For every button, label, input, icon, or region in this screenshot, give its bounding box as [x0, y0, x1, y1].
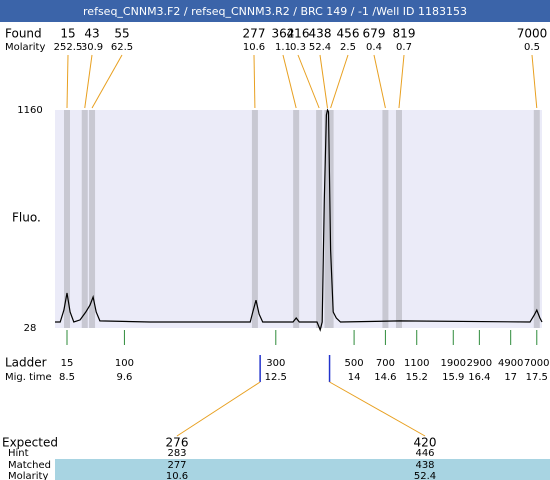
- peak-band: [89, 110, 96, 328]
- mig-time-label: Mig. time: [5, 372, 52, 383]
- peak-connector: [297, 54, 320, 109]
- peak-connector: [330, 54, 349, 109]
- peak-connector: [91, 54, 123, 109]
- ladder-time: 14.6: [374, 372, 396, 383]
- expected-expected: 420: [414, 436, 437, 450]
- ladder-time: 15.2: [406, 372, 428, 383]
- y-label: Fluo.: [12, 211, 41, 225]
- ladder-size: 15: [61, 358, 74, 369]
- found-molarity: 2.5: [340, 42, 356, 53]
- found-size: 819: [393, 27, 416, 41]
- ladder-time: 14: [348, 372, 361, 383]
- expected-matched: 438: [415, 460, 434, 471]
- ladder-size: 2900: [467, 358, 492, 369]
- found-size: 679: [363, 27, 386, 41]
- peak-band: [533, 110, 540, 328]
- row-label: Matched: [8, 460, 51, 471]
- found-size: 362: [272, 27, 295, 41]
- matched-band: [55, 459, 550, 480]
- row-label: Expected: [2, 436, 58, 450]
- found-size: 55: [114, 27, 129, 41]
- expected-expected: 276: [166, 436, 189, 450]
- found-size: 43: [84, 27, 99, 41]
- ladder-size: 4900: [498, 358, 523, 369]
- peak-connector: [531, 54, 538, 109]
- header-bar: [0, 0, 550, 22]
- peak-band: [64, 110, 71, 328]
- peak-connector: [282, 54, 297, 109]
- ladder-label: Ladder: [5, 356, 47, 370]
- found-label: Found: [5, 27, 42, 41]
- expected-molarity: 52.4: [414, 471, 436, 480]
- found-molarity: 0.7: [396, 42, 412, 53]
- peak-connector: [253, 54, 256, 109]
- peak-band: [251, 110, 258, 328]
- ladder-size: 700: [376, 358, 395, 369]
- found-size: 456: [337, 27, 360, 41]
- expected-connector: [176, 381, 261, 437]
- expected-matched: 277: [167, 460, 186, 471]
- peak-band: [316, 110, 323, 328]
- found-molarity: 10.6: [243, 42, 265, 53]
- peak-band: [382, 110, 389, 328]
- peak-connector: [66, 54, 69, 109]
- found-molarity: 52.4: [309, 42, 331, 53]
- ladder-time: 9.6: [116, 372, 132, 383]
- peak-band: [293, 110, 300, 328]
- expected-connector: [329, 381, 426, 437]
- found-molarity: 0.3: [290, 42, 306, 53]
- ladder-time: 12.5: [265, 372, 287, 383]
- found-size: 15: [60, 27, 75, 41]
- peak-band: [81, 110, 88, 328]
- found-molarity: 1.1: [275, 42, 291, 53]
- row-label: Hint: [8, 448, 29, 459]
- expected-hint: 283: [167, 448, 186, 459]
- peak-connector: [398, 54, 405, 109]
- found-molarity: 62.5: [111, 42, 133, 53]
- y-tick-label: 1160: [17, 105, 42, 116]
- ladder-time: 8.5: [59, 372, 75, 383]
- peak-band: [324, 110, 331, 328]
- found-size: 438: [309, 27, 332, 41]
- expected-molarity: 10.6: [166, 471, 188, 480]
- found-size: 277: [243, 27, 266, 41]
- ladder-time: 16.4: [468, 372, 490, 383]
- found-size: 416: [287, 27, 310, 41]
- expected-hint: 446: [415, 448, 434, 459]
- found-molarity: 0.4: [366, 42, 382, 53]
- found-molarity: 252.5: [54, 42, 83, 53]
- peak-connector: [84, 54, 93, 109]
- ladder-time: 17: [504, 372, 517, 383]
- ladder-size: 1900: [441, 358, 466, 369]
- header-title: refseq_CNNM3.F2 / refseq_CNNM3.R2 / BRC …: [83, 5, 467, 18]
- peak-connector: [373, 54, 386, 109]
- ladder-size: 500: [345, 358, 364, 369]
- trace: [55, 108, 543, 332]
- ladder-time: 15.9: [442, 372, 464, 383]
- ladder-size: 300: [266, 358, 285, 369]
- ladder-size: 7000: [524, 358, 549, 369]
- found-molarity: 0.5: [524, 42, 540, 53]
- molarity-label: Molarity: [5, 42, 45, 53]
- y-tick-label: 28: [24, 323, 37, 334]
- peak-band: [395, 110, 402, 328]
- ladder-size: 1100: [404, 358, 429, 369]
- ladder-time: 17.5: [526, 372, 548, 383]
- ladder-size: 100: [115, 358, 134, 369]
- row-label: Molarity: [8, 471, 48, 480]
- found-molarity: 30.9: [81, 42, 103, 53]
- peak-connector: [319, 54, 328, 109]
- found-size: 7000: [517, 27, 548, 41]
